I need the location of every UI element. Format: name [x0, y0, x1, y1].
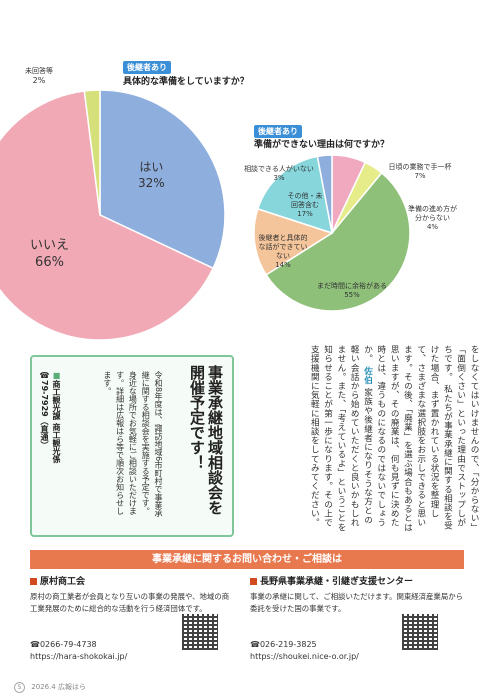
contact-right-phone: ☎026-219-3825 [250, 640, 317, 649]
footer-text: 2026.4 広報はら [31, 683, 86, 691]
building-icon: ■ [52, 371, 61, 380]
contact-right-url[interactable]: https://shoukei.nice-o.or.jp/ [250, 652, 359, 661]
square-icon [30, 578, 37, 585]
contact-right-desc: 事業の承継に関して、ご相談いただけます。関東経済産業局から委託を受けた国の事業で… [250, 592, 463, 613]
contact-left-url[interactable]: https://hara-shokokai.jp/ [30, 652, 128, 661]
pie-slice-2 [265, 171, 411, 312]
chart1-label-na: 未回答等 2% [25, 67, 53, 86]
pie-slice-1 [0, 90, 215, 341]
square-icon [250, 578, 257, 585]
event-contact: ■商工観光課 商工観光係 ☎79-7929（直通） [40, 371, 61, 463]
chart2-label-noone: 相談できる人がいない 3% [244, 165, 314, 183]
chart2-label-busy: 日頃の業務で手一杯 7% [388, 163, 452, 181]
chart2-label-talk: 後継者と具体的な話ができていない 14% [258, 234, 308, 270]
chart1-label-no: いいえ 66% [30, 238, 70, 270]
event-title: 事業承継地域相談会を開催予定です！ [188, 365, 224, 515]
footer: 5 2026.4 広報はら [14, 682, 86, 693]
contact-left-phone: ☎0266-79-4738 [30, 640, 97, 649]
contact-left: 原村商工会 原村の商工業者が会員となり互いの事業の発展や、地域の商工業発展のため… [30, 574, 235, 615]
pie-slice-0 [99, 89, 226, 270]
chart2-label-time: まだ時間に余裕がある 55% [317, 282, 387, 300]
chart1-label-yes: はい 32% [138, 160, 165, 190]
article-text: をしなくてはいけませんので、「分からない」「面倒くさい」といった理由でストップし… [309, 345, 479, 532]
chart2-tag: 後継者あり [254, 125, 302, 138]
chart2-label-unknown: 準備の進め方が分からない 4% [408, 205, 457, 232]
contact-left-desc: 原村の商工業者が会員となり互いの事業の発展や、地域の商工業発展のために総合的な活… [30, 592, 230, 613]
pie-slice-4 [256, 155, 333, 235]
contact-banner: 事業承継に関するお問い合わせ・ご相談は [30, 550, 464, 569]
chart1-tag: 後継者あり [123, 61, 171, 74]
pie-slice-2 [83, 89, 101, 216]
pie-slice-3 [254, 207, 334, 276]
chart1-pie [0, 89, 226, 341]
contact-right: 長野県事業承継・引継ぎ支援センター 事業の承継に関して、ご相談いただけます。関東… [250, 574, 465, 615]
page-number: 5 [14, 682, 25, 693]
contact-left-name: 原村商工会 [30, 574, 235, 587]
contact-right-name: 長野県事業承継・引継ぎ支援センター [250, 574, 465, 587]
event-body: 令和8年度は、諏訪地域6市町村で事業承継に関する相談会を実施する予定です。身近な… [102, 371, 163, 518]
qr-code-right[interactable] [402, 614, 438, 650]
chart2-question: 準備ができない理由は何ですか？ [254, 140, 390, 150]
chart2-pie [254, 155, 411, 312]
chart2-label-other: その他・未回答含む 17% [287, 192, 323, 219]
event-box: 事業承継地域相談会を開催予定です！ 令和8年度は、諏訪地域6市町村で事業承継に関… [30, 355, 234, 537]
qr-code-left[interactable] [182, 614, 218, 650]
chart1-question: 具体的な準備をしていますか？ [123, 77, 249, 87]
pie-slice-5 [316, 155, 333, 234]
